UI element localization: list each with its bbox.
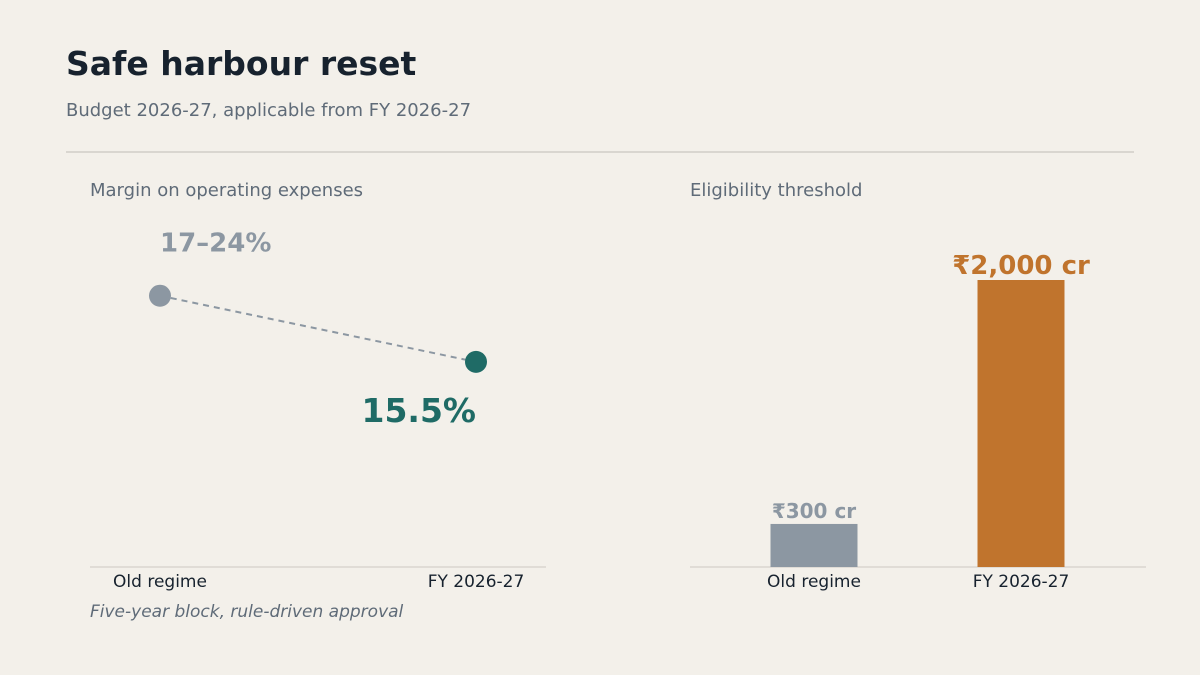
threshold-data-label-old: ₹300 cr [772, 499, 856, 523]
page-title: Safe harbour reset [66, 44, 417, 83]
margin-point-old [149, 284, 171, 307]
threshold-bar-old [770, 523, 858, 567]
threshold-tick-label-old: Old regime [767, 572, 861, 592]
threshold-bar-new [977, 280, 1065, 567]
margin-data-label-new: 15.5% [362, 391, 477, 430]
page-subtitle: Budget 2026-27, applicable from FY 2026-… [66, 100, 472, 121]
footnote: Five-year block, rule-driven approval [90, 602, 404, 622]
margin-point-new [465, 350, 487, 373]
margin-series-line [159, 294, 477, 363]
threshold-chart-title: Eligibility threshold [690, 180, 863, 201]
margin-tick-label-old: Old regime [113, 572, 207, 592]
threshold-bar-chart: ₹300 cr ₹2,000 cr Old regime FY 2026-27 [690, 251, 1146, 592]
margin-line-chart: 17–24% 15.5% Old regime FY 2026-27 [90, 229, 546, 592]
header-divider [66, 151, 1134, 153]
margin-data-label-old: 17–24% [160, 229, 271, 259]
margin-tick-label-new: FY 2026-27 [428, 572, 525, 592]
threshold-data-label-new: ₹2,000 cr [952, 251, 1090, 281]
threshold-tick-label-new: FY 2026-27 [973, 572, 1070, 592]
margin-chart-title: Margin on operating expenses [90, 180, 364, 201]
